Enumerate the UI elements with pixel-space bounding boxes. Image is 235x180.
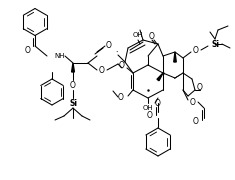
Text: O: O [155, 98, 161, 107]
Text: O: O [193, 118, 199, 127]
Text: O: O [106, 40, 112, 50]
Text: O: O [117, 93, 123, 102]
Polygon shape [72, 63, 74, 72]
Text: O: O [197, 82, 203, 91]
Text: O: O [119, 60, 125, 69]
Text: O: O [149, 31, 155, 40]
Text: O: O [70, 80, 76, 89]
Polygon shape [174, 52, 176, 62]
Polygon shape [157, 73, 163, 81]
Text: OH: OH [143, 105, 153, 111]
Text: O: O [25, 46, 31, 55]
Text: OH: OH [133, 32, 143, 38]
Text: Si: Si [211, 39, 219, 48]
Text: O: O [190, 98, 196, 107]
Text: O: O [193, 46, 199, 55]
Text: O: O [147, 111, 153, 120]
Text: O: O [99, 66, 105, 75]
Text: Si: Si [69, 98, 77, 107]
Text: •: • [116, 51, 118, 55]
Text: NH: NH [54, 53, 64, 59]
